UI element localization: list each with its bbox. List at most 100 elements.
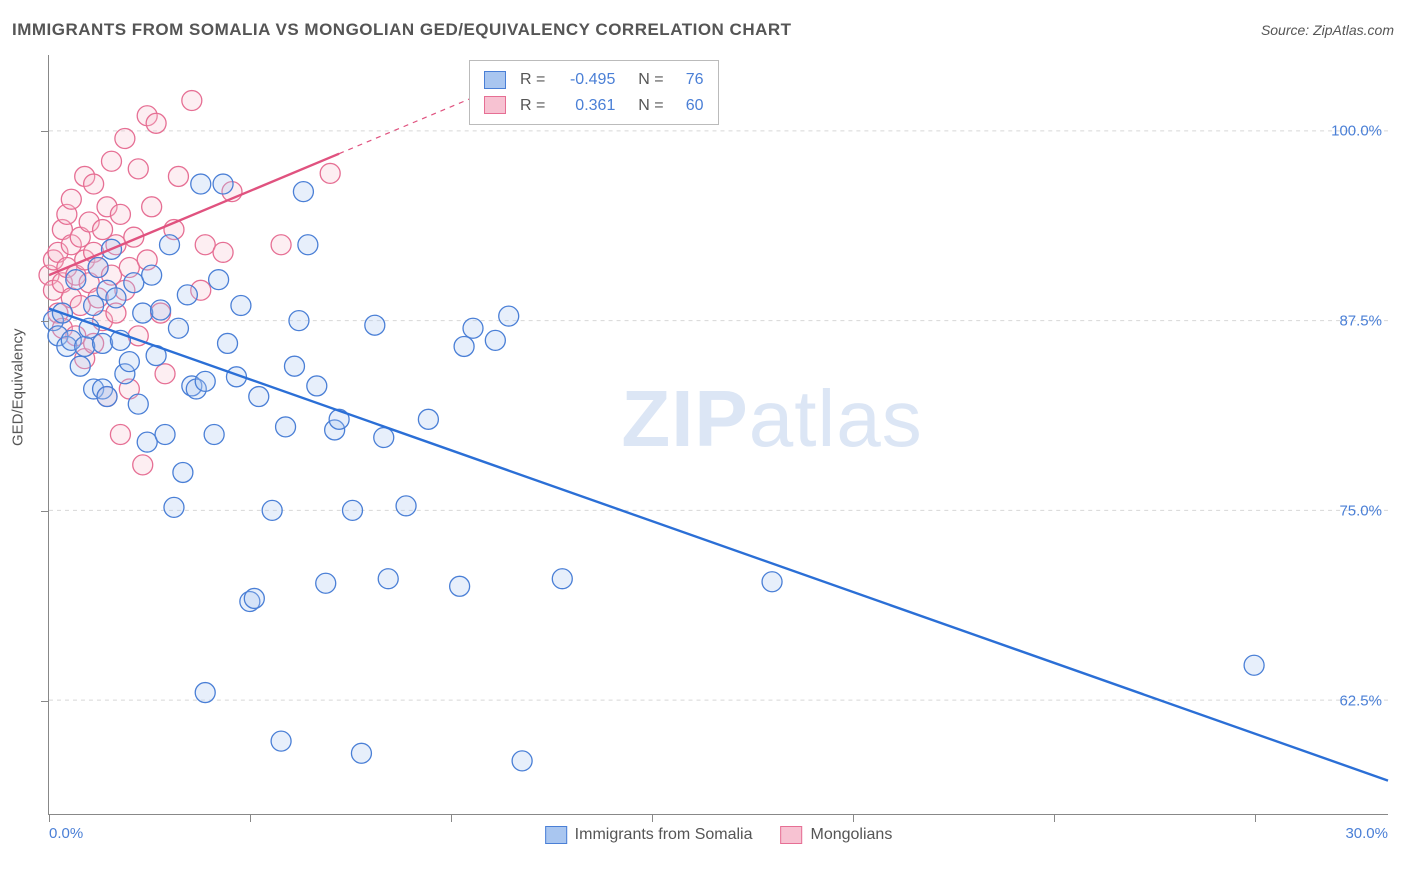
data-point [271,235,291,255]
data-point [124,273,144,293]
data-point [293,182,313,202]
data-point [485,330,505,350]
data-point [164,497,184,517]
data-point [115,129,135,149]
data-point [343,500,363,520]
data-point [66,270,86,290]
stats-row-0: R = -0.495 N = 76 [484,67,704,93]
data-point [137,432,157,452]
data-point [463,318,483,338]
data-point [70,356,90,376]
data-point [191,174,211,194]
data-point [209,270,229,290]
data-point [276,417,296,437]
stat-r-label: R = [516,93,545,119]
data-point [133,303,153,323]
x-tick-label: 30.0% [1345,825,1388,842]
data-point [374,428,394,448]
legend-label-1: Mongolians [811,826,893,844]
data-point [84,174,104,194]
legend-item-0: Immigrants from Somalia [545,826,753,844]
swatch-somalia [484,71,506,89]
y-tick-label: 62.5% [1339,693,1382,710]
data-point [552,569,572,589]
source-label: Source: ZipAtlas.com [1261,22,1394,38]
data-point [128,159,148,179]
data-point [182,91,202,111]
data-point [195,683,215,703]
data-point [97,387,117,407]
x-tick-label: 0.0% [49,825,83,842]
stat-r-value-0: -0.495 [555,67,615,93]
data-point [396,496,416,516]
data-point [213,174,233,194]
data-point [93,333,113,353]
data-point [110,204,130,224]
data-point [418,409,438,429]
y-axis-label: GED/Equivalency [10,328,27,446]
plot-svg [49,55,1388,814]
stats-row-1: R = 0.361 N = 60 [484,93,704,119]
data-point [177,285,197,305]
data-point [365,315,385,335]
plot-area: ZIPatlas 62.5%75.0%87.5%100.0% 0.0%30.0%… [48,55,1388,815]
data-point [499,306,519,326]
data-point [316,573,336,593]
stat-n-value-1: 60 [674,93,704,119]
data-point [1244,655,1264,675]
data-point [173,462,193,482]
trendlines [49,98,1388,781]
header-bar: IMMIGRANTS FROM SOMALIA VS MONGOLIAN GED… [12,20,1394,40]
data-point [119,352,139,372]
data-point [151,300,171,320]
data-point [284,356,304,376]
data-point [142,265,162,285]
series-somalia-points [43,174,1264,771]
data-point [142,197,162,217]
legend-label-0: Immigrants from Somalia [575,826,753,844]
legend-swatch-0 [545,826,567,844]
data-point [146,113,166,133]
legend-swatch-1 [781,826,803,844]
data-point [512,751,532,771]
data-point [195,371,215,391]
data-point [351,743,371,763]
trend-line [339,98,473,154]
data-point [262,500,282,520]
data-point [75,336,95,356]
data-point [204,425,224,445]
bottom-legend: Immigrants from Somalia Mongolians [545,826,893,844]
stat-n-value-0: 76 [674,67,704,93]
data-point [231,295,251,315]
data-point [195,235,215,255]
y-tick-label: 100.0% [1331,123,1382,140]
data-point [244,588,264,608]
legend-item-1: Mongolians [781,826,893,844]
data-point [168,166,188,186]
data-point [307,376,327,396]
data-point [110,425,130,445]
data-point [378,569,398,589]
data-point [320,163,340,183]
trend-line [49,309,1388,781]
stat-r-label: R = [516,67,545,93]
data-point [133,455,153,475]
gridlines [49,131,1388,700]
data-point [128,394,148,414]
y-tick-label: 75.0% [1339,503,1382,520]
data-point [450,576,470,596]
stat-n-label: N = [625,67,663,93]
data-point [155,364,175,384]
data-point [168,318,188,338]
data-point [762,572,782,592]
data-point [88,258,108,278]
y-tick-label: 87.5% [1339,313,1382,330]
data-point [271,731,291,751]
data-point [61,189,81,209]
data-point [249,387,269,407]
data-point [160,235,180,255]
data-point [298,235,318,255]
data-point [218,333,238,353]
stat-r-value-1: 0.361 [555,93,615,119]
chart-title: IMMIGRANTS FROM SOMALIA VS MONGOLIAN GED… [12,20,792,40]
